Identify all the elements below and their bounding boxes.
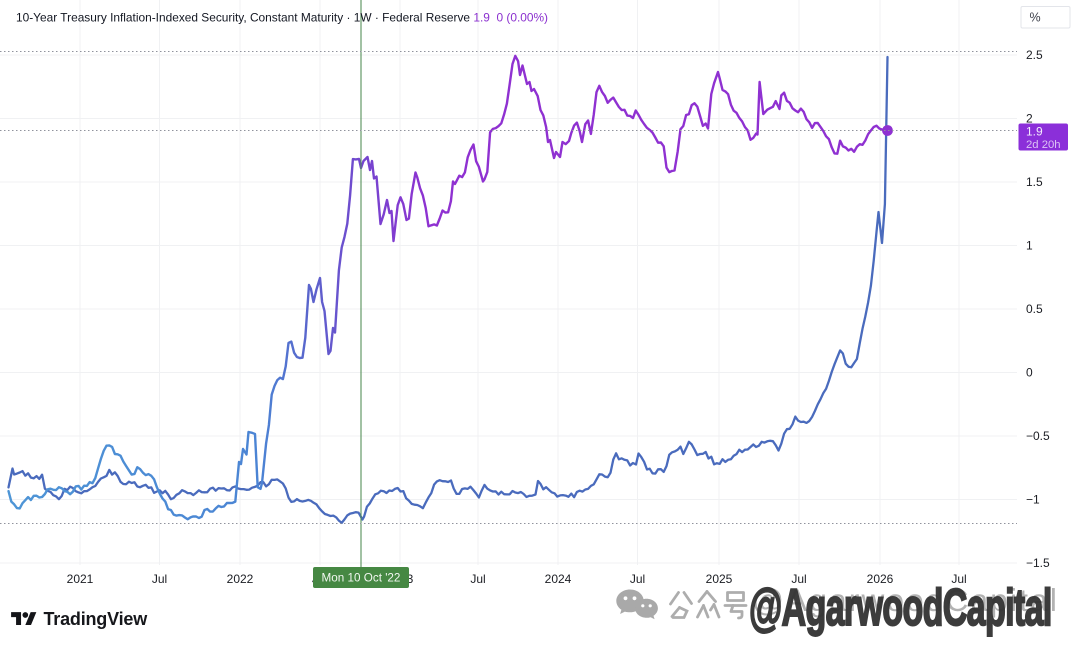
svg-text:10-Year Treasury Inflation-Ind: 10-Year Treasury Inflation-Indexed Secur… <box>16 10 548 24</box>
svg-text:Jul: Jul <box>152 572 167 586</box>
svg-text:TradingView: TradingView <box>44 609 149 629</box>
svg-text:2022: 2022 <box>227 572 254 586</box>
svg-text:2026: 2026 <box>867 572 894 586</box>
svg-text:−1: −1 <box>1026 493 1040 507</box>
svg-text:@AgarwoodCapital: @AgarwoodCapital <box>752 582 1059 618</box>
svg-text:2: 2 <box>1026 112 1033 126</box>
svg-text:1: 1 <box>1026 239 1033 253</box>
svg-text:−1.5: −1.5 <box>1026 556 1050 570</box>
svg-text:2.5: 2.5 <box>1026 48 1043 62</box>
svg-text:1.9: 1.9 <box>1026 125 1043 139</box>
svg-text:Jul: Jul <box>630 572 645 586</box>
svg-text:%: % <box>1029 11 1040 25</box>
svg-text:2d 20h: 2d 20h <box>1026 139 1061 151</box>
svg-text:−0.5: −0.5 <box>1026 429 1050 443</box>
svg-text:@AgarwoodCapital: @AgarwoodCapital <box>749 579 1052 637</box>
svg-text:2025: 2025 <box>706 572 733 586</box>
svg-text:0: 0 <box>1026 366 1033 380</box>
svg-text:0.5: 0.5 <box>1026 302 1043 316</box>
svg-text:2021: 2021 <box>67 572 94 586</box>
svg-text:1.5: 1.5 <box>1026 175 1043 189</box>
svg-text:Jul: Jul <box>951 572 966 586</box>
svg-text:2024: 2024 <box>545 572 572 586</box>
svg-text:Mon 10 Oct '22: Mon 10 Oct '22 <box>322 572 401 585</box>
svg-text:Jul: Jul <box>470 572 485 586</box>
svg-text:Jul: Jul <box>791 572 806 586</box>
